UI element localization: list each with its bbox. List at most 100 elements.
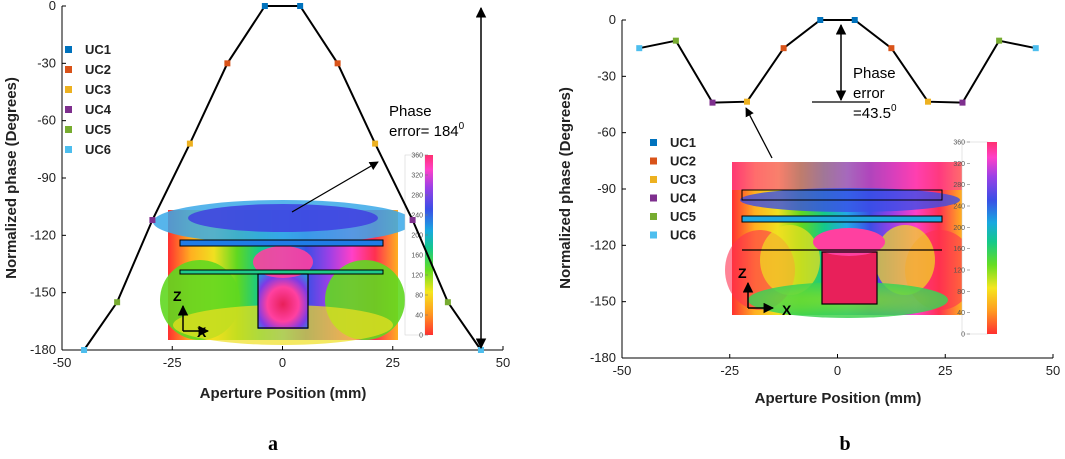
y-tick-label: -90 bbox=[597, 181, 616, 196]
colorbar-tick-label: 120 bbox=[953, 268, 965, 275]
markers-a bbox=[81, 3, 484, 353]
x-tick-label: -25 bbox=[163, 355, 182, 370]
ticks-b: -50 -25 0 25 50 0 -30 -60 -90 -120 -150 -180 bbox=[590, 12, 1060, 378]
legend-swatch bbox=[650, 157, 657, 165]
legend-swatch bbox=[65, 106, 72, 113]
legend-swatch bbox=[65, 126, 72, 133]
ticks-a: -50 -25 0 25 50 0 -30 -60 -90 -120 -150 -180 bbox=[30, 0, 510, 370]
data-point-marker bbox=[817, 17, 824, 23]
legend-swatch bbox=[65, 146, 72, 153]
panel-label-b: b bbox=[839, 433, 850, 454]
y-tick-label: -90 bbox=[37, 170, 56, 185]
markers-b bbox=[636, 17, 1039, 106]
inset-b-z-label: Z bbox=[738, 265, 747, 281]
y-tick-label: -30 bbox=[37, 55, 56, 70]
y-tick-label: -60 bbox=[597, 125, 616, 140]
legend-label: UC6 bbox=[85, 142, 111, 157]
data-point-marker bbox=[851, 17, 858, 23]
legend-b: UC1 UC2 UC3 UC4 UC5 UC6 bbox=[650, 135, 697, 243]
inset-a-z-label: Z bbox=[173, 288, 182, 304]
ylabel-b: Normalized phase (Degrees) bbox=[557, 87, 574, 289]
annotation-a-text: error= 184 bbox=[389, 123, 459, 140]
y-tick-label: -180 bbox=[590, 350, 616, 365]
data-point-marker bbox=[959, 99, 966, 106]
legend-label: UC2 bbox=[670, 154, 696, 169]
colorbar-tick-label: 360 bbox=[411, 153, 423, 160]
y-tick-label: -150 bbox=[590, 294, 616, 309]
data-point-marker bbox=[409, 217, 416, 224]
data-point-marker bbox=[334, 60, 341, 67]
legend-swatch bbox=[650, 213, 657, 220]
colorbar-a: 0 40 80 120 160 200 240 280 320 360 bbox=[404, 153, 433, 340]
legend-label: UC5 bbox=[85, 122, 111, 137]
xlabel-a: Aperture Position (mm) bbox=[200, 385, 367, 402]
data-point-marker bbox=[297, 3, 304, 9]
colorbar-tick-label: 40 bbox=[415, 313, 423, 320]
data-point-marker bbox=[477, 347, 484, 353]
colorbar-tick-label: 160 bbox=[411, 253, 423, 260]
data-point-marker bbox=[186, 140, 193, 147]
inset-a-x-label: X bbox=[197, 324, 207, 340]
y-tick-label: 0 bbox=[49, 0, 56, 13]
data-point-marker bbox=[925, 98, 932, 105]
colorbar-tick-label: 200 bbox=[953, 225, 965, 232]
annotation-b-line1: Phase bbox=[853, 65, 896, 82]
colorbar-tick-label: 80 bbox=[415, 293, 423, 300]
colorbar-tick-label: 320 bbox=[411, 173, 423, 180]
annotation-b-arrow bbox=[745, 107, 773, 159]
panel-b: Z X 0 40 80 120 160 200 240 280 320 360 -50 -25 0 25… bbox=[557, 12, 1060, 455]
annotation-b-text: =43.5 bbox=[853, 105, 891, 122]
colorbar-tick-label: 280 bbox=[953, 182, 965, 189]
y-tick-label: -180 bbox=[30, 342, 56, 357]
data-point-marker bbox=[743, 98, 750, 105]
legend-swatch bbox=[65, 46, 72, 53]
x-tick-label: -50 bbox=[613, 363, 632, 378]
colorbar-tick-label: 200 bbox=[411, 233, 423, 240]
data-point-marker bbox=[672, 37, 679, 44]
data-point-marker bbox=[996, 37, 1003, 44]
x-tick-label: -25 bbox=[720, 363, 739, 378]
xlabel-b: Aperture Position (mm) bbox=[755, 390, 922, 407]
legend-swatch bbox=[650, 176, 657, 183]
legend-swatch bbox=[650, 139, 657, 146]
data-point-marker bbox=[224, 60, 231, 67]
colorbar-tick-label: 280 bbox=[411, 193, 423, 200]
colorbar-tick-label: 0 bbox=[419, 333, 423, 340]
x-tick-label: 50 bbox=[1046, 363, 1060, 378]
annotation-b-line3: =43.50 bbox=[853, 103, 897, 122]
annotation-b-superscript: 0 bbox=[891, 103, 897, 114]
y-tick-label: -150 bbox=[30, 285, 56, 300]
legend-a: UC1 UC2 UC3 UC4 UC5 UC6 bbox=[65, 42, 112, 157]
annotation-b-line2: error bbox=[853, 85, 885, 102]
data-point-marker bbox=[888, 45, 895, 52]
x-tick-label: 50 bbox=[496, 355, 510, 370]
x-tick-label: -50 bbox=[53, 355, 72, 370]
inset-field-map-a: Z X bbox=[153, 200, 413, 345]
data-point-marker bbox=[114, 299, 121, 306]
legend-label: UC1 bbox=[670, 135, 696, 150]
y-tick-label: -60 bbox=[37, 113, 56, 128]
legend-label: UC1 bbox=[85, 42, 111, 57]
data-point-marker bbox=[149, 217, 156, 224]
y-tick-label: -120 bbox=[590, 237, 616, 252]
data-point-marker bbox=[81, 347, 88, 353]
colorbar-tick-label: 360 bbox=[953, 140, 965, 147]
y-tick-label: 0 bbox=[609, 12, 616, 27]
data-point-marker bbox=[261, 3, 268, 9]
data-point-marker bbox=[1032, 45, 1039, 52]
colorbar-b: 0 40 80 120 160 200 240 280 320 360 bbox=[953, 140, 997, 339]
colorbar-tick-label: 120 bbox=[411, 273, 423, 280]
panel-label-a: a bbox=[268, 433, 278, 454]
x-tick-label: 25 bbox=[386, 355, 400, 370]
ylabel-a: Normalized phase (Degrees) bbox=[3, 77, 20, 279]
data-point-marker bbox=[372, 140, 379, 147]
legend-swatch bbox=[65, 66, 72, 73]
annotation-a-superscript: 0 bbox=[459, 121, 465, 132]
colorbar-tick-label: 320 bbox=[953, 161, 965, 168]
data-point-marker bbox=[636, 45, 643, 52]
colorbar-tick-label: 0 bbox=[961, 332, 965, 339]
legend-label: UC3 bbox=[85, 82, 111, 97]
legend-label: UC3 bbox=[670, 172, 696, 187]
inset-field-map-b: Z X bbox=[725, 162, 975, 318]
y-tick-label: -30 bbox=[597, 68, 616, 83]
